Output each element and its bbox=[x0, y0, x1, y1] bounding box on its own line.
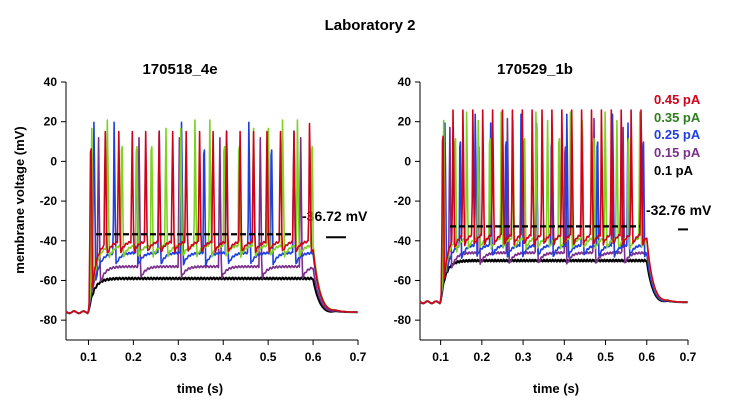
x-tick-label: 0.5 bbox=[597, 350, 614, 364]
legend-item-0.35: 0.35 pA bbox=[654, 110, 701, 125]
legend: 0.45 pA 0.35 pA 0.25 pA 0.15 pA 0.1 pA bbox=[654, 92, 701, 178]
legend-item-0.25: 0.25 pA bbox=[654, 127, 701, 142]
trace-0.15-pA bbox=[65, 137, 358, 315]
trace-0.35-pA bbox=[419, 111, 688, 305]
y-tick-label: -20 bbox=[394, 194, 412, 208]
x-tick-label: 0.7 bbox=[350, 350, 367, 364]
y-tick-label: 0 bbox=[404, 154, 411, 168]
trace-0.45-pA bbox=[419, 109, 688, 305]
x-tick-label: 0.5 bbox=[260, 350, 277, 364]
figure-title: Laboratory 2 bbox=[325, 17, 416, 34]
x-tick-label: 0.4 bbox=[215, 350, 232, 364]
legend-item-0.45: 0.45 pA bbox=[654, 92, 701, 107]
threshold-label-left: -36.72 mV bbox=[302, 208, 368, 224]
trace-0.45-pA bbox=[65, 122, 358, 315]
x-tick-label: 0.6 bbox=[638, 350, 655, 364]
y-tick-label: 40 bbox=[398, 75, 412, 89]
legend-item-0.15: 0.15 pA bbox=[654, 145, 701, 160]
x-tick-label: 0.1 bbox=[432, 350, 449, 364]
x-axis-label-right: time (s) bbox=[533, 381, 579, 396]
threshold-label-right: -32.76 mV bbox=[646, 202, 712, 218]
y-tick-label: -80 bbox=[394, 313, 412, 327]
x-tick-label: 0.2 bbox=[474, 350, 491, 364]
x-tick-label: 0.4 bbox=[556, 350, 573, 364]
x-tick-label: 0.3 bbox=[515, 350, 532, 364]
legend-item-0.1: 0.1 pA bbox=[654, 163, 694, 178]
y-tick-label: -60 bbox=[394, 273, 412, 287]
trace-0.35-pA bbox=[65, 119, 358, 315]
x-tick-label: 0.6 bbox=[305, 350, 322, 364]
x-tick-label: 0.3 bbox=[170, 350, 187, 364]
panel-right: 170529_1b time (s) -32.76 mV 0.45 pA 0.3… bbox=[394, 61, 712, 396]
y-tick-label: 20 bbox=[398, 115, 412, 129]
y-tick-label: 20 bbox=[44, 115, 58, 129]
y-tick-label: -60 bbox=[40, 273, 58, 287]
y-tick-label: -40 bbox=[40, 234, 58, 248]
trace-0.1-pA bbox=[65, 276, 358, 315]
y-tick-label: -80 bbox=[40, 313, 58, 327]
y-tick-label: -20 bbox=[40, 194, 58, 208]
x-tick-label: 0.2 bbox=[125, 350, 142, 364]
x-tick-label: 0.1 bbox=[80, 350, 97, 364]
y-axis-label: membrane voltage (mV) bbox=[12, 126, 27, 273]
panel-right-title: 170529_1b bbox=[497, 61, 573, 78]
trace-0.15-pA bbox=[419, 117, 688, 305]
panel-left-title: 170518_4e bbox=[142, 61, 217, 78]
x-tick-label: 0.7 bbox=[680, 350, 697, 364]
y-tick-label: 0 bbox=[50, 154, 57, 168]
trace-0.1-pA bbox=[419, 258, 688, 305]
panel-left: 170518_4e membrane voltage (mV) time (s)… bbox=[12, 61, 368, 396]
y-tick-label: 40 bbox=[44, 75, 58, 89]
x-axis-label-left: time (s) bbox=[177, 381, 223, 396]
y-tick-label: -40 bbox=[394, 234, 412, 248]
